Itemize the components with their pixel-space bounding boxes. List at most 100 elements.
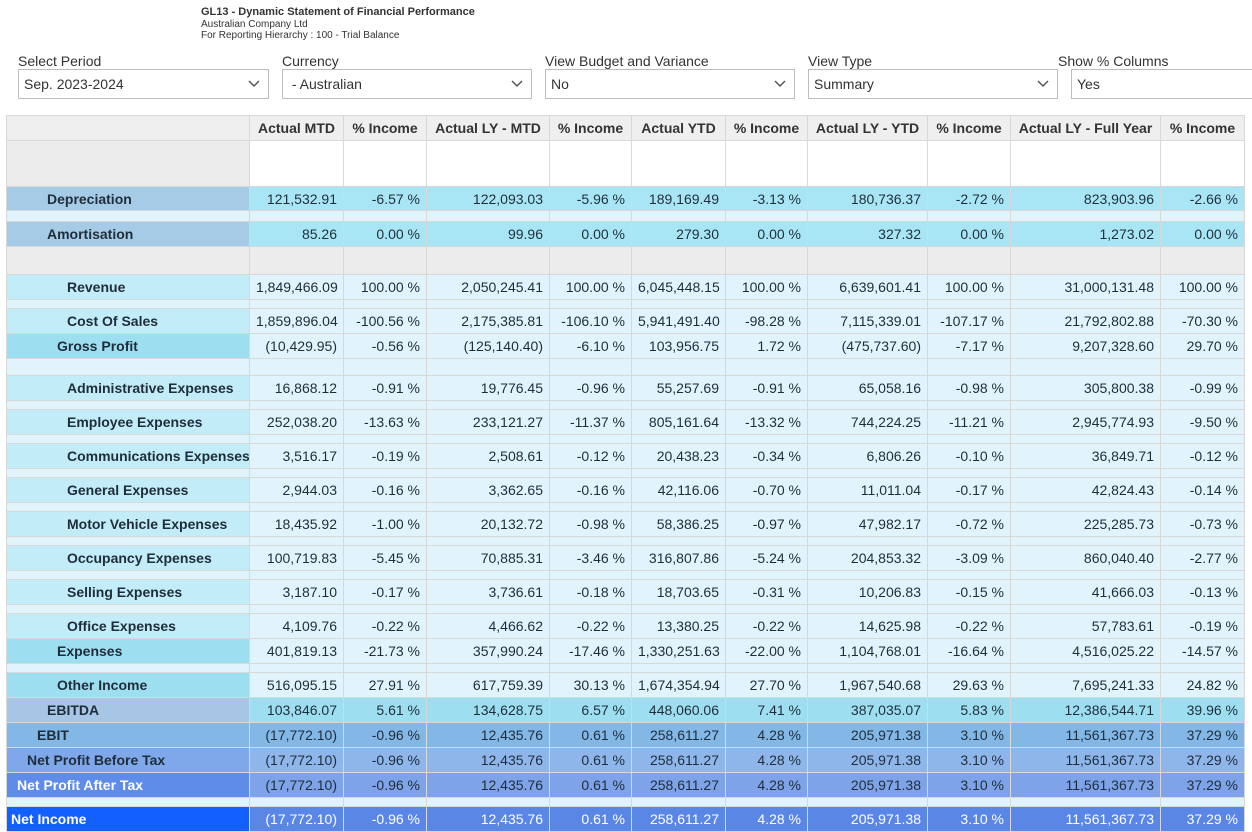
percent-cell — [927, 400, 1011, 410]
table-body: Depreciation 121,532.91 -6.57 % 122,093.03-… — [6, 140, 1245, 832]
column-header[interactable]: Actual LY - Full Year — [1010, 115, 1161, 141]
column-header[interactable]: % Income — [1160, 115, 1245, 141]
row-label: Motor Vehicle Expenses — [6, 511, 250, 537]
percent-cell: -9.50 % — [1160, 409, 1245, 435]
percent-cell: -0.12 % — [549, 443, 632, 469]
amount-cell: (17,772.10) — [249, 806, 344, 832]
percent-cell: -11.37 % — [549, 409, 632, 435]
chevron-down-icon[interactable] — [1037, 70, 1049, 88]
view-type-value: Summary — [814, 76, 874, 92]
amount-cell — [426, 299, 550, 309]
table-row: Employee Expenses 252,038.20 -13.63 % 233,1… — [6, 409, 1245, 435]
chevron-down-icon[interactable] — [248, 70, 260, 88]
amount-cell — [426, 604, 550, 614]
amount-cell: 258,611.27 — [631, 747, 726, 773]
percent-cell: -0.91 % — [725, 375, 808, 401]
percent-cell: 0.00 % — [549, 221, 632, 247]
amount-cell — [631, 210, 726, 222]
budget-select[interactable]: No — [545, 69, 795, 99]
chevron-down-icon[interactable] — [511, 70, 523, 88]
percent-columns-select[interactable]: Yes — [1071, 69, 1252, 99]
row-label — [6, 246, 250, 275]
percent-cell — [927, 434, 1011, 444]
percent-cell: 30.13 % — [549, 672, 632, 698]
amount-cell: (17,772.10) — [249, 772, 344, 798]
percent-cell — [1160, 570, 1245, 580]
amount-cell — [631, 299, 726, 309]
amount-cell: 516,095.15 — [249, 672, 344, 698]
table-row: Amortisation 85.26 0.00 % 99.96 0.00 % 279.30… — [6, 221, 1245, 247]
column-header[interactable]: Actual LY - MTD — [426, 115, 550, 141]
percent-cell — [549, 570, 632, 580]
amount-cell — [426, 358, 550, 376]
row-label: EBIT — [6, 722, 250, 748]
row-label: Amortisation — [6, 221, 250, 247]
percent-cell: 100.00 % — [1160, 274, 1245, 300]
view-type-select[interactable]: Summary — [808, 69, 1058, 99]
percent-cell — [549, 140, 632, 187]
amount-cell: (125,140.40) — [426, 333, 550, 359]
currency-select[interactable]: - Australian — [282, 69, 532, 99]
amount-cell — [249, 434, 344, 444]
column-header[interactable]: % Income — [725, 115, 808, 141]
percent-cell: -13.32 % — [725, 409, 808, 435]
table-row: General Expenses 2,944.03 -0.16 % 3,362.65-… — [6, 477, 1245, 503]
chevron-down-icon[interactable] — [774, 70, 786, 88]
column-header[interactable]: % Income — [343, 115, 427, 141]
percent-cell — [343, 502, 427, 512]
column-header[interactable] — [6, 115, 250, 141]
percent-cell: -0.98 % — [549, 511, 632, 537]
amount-cell: 3,736.61 — [426, 579, 550, 605]
amount-cell — [249, 663, 344, 673]
amount-cell: 11,011.04 — [807, 477, 928, 503]
percent-cell — [1160, 246, 1245, 275]
percent-cell — [549, 468, 632, 478]
percent-cell: -3.46 % — [549, 545, 632, 571]
row-label: Administrative Expenses — [6, 375, 250, 401]
amount-cell: 205,971.38 — [807, 806, 928, 832]
percent-cell: -7.17 % — [927, 333, 1011, 359]
percent-cell: 100.00 % — [725, 274, 808, 300]
amount-cell: 11,561,367.73 — [1010, 806, 1161, 832]
percent-cell — [1160, 210, 1245, 222]
percent-cell: 5.61 % — [343, 697, 427, 723]
percent-cell — [725, 663, 808, 673]
table-row: Expenses 401,819.13 -21.73 % 357,990.24 -17.… — [6, 638, 1245, 664]
percent-cell: -0.19 % — [1160, 613, 1245, 639]
percent-cell: -6.57 % — [343, 186, 427, 211]
budget-label: View Budget and Variance — [545, 53, 709, 69]
amount-cell: 401,819.13 — [249, 638, 344, 664]
percent-cell: 27.70 % — [725, 672, 808, 698]
column-header[interactable]: Actual MTD — [249, 115, 344, 141]
percent-cell: -21.73 % — [343, 638, 427, 664]
amount-cell — [426, 400, 550, 410]
amount-cell: 122,093.03 — [426, 186, 550, 211]
percent-cell — [927, 210, 1011, 222]
amount-cell: 14,625.98 — [807, 613, 928, 639]
column-header[interactable]: Actual LY - YTD — [807, 115, 928, 141]
percent-cell — [1160, 797, 1245, 807]
amount-cell: 823,903.96 — [1010, 186, 1161, 211]
percent-cell: 0.00 % — [725, 221, 808, 247]
amount-cell: 4,109.76 — [249, 613, 344, 639]
amount-cell: 9,207,328.60 — [1010, 333, 1161, 359]
percent-cell — [1160, 536, 1245, 546]
percent-cell: -70.30 % — [1160, 308, 1245, 334]
table-row: Communications Expenses 3,516.17 -0.19 % 2,… — [6, 443, 1245, 469]
percent-cell: -0.15 % — [927, 579, 1011, 605]
period-select[interactable]: Sep. 2023-2024 — [18, 69, 269, 99]
amount-cell: 10,206.83 — [807, 579, 928, 605]
amount-cell: 121,532.91 — [249, 186, 344, 211]
amount-cell: 42,824.43 — [1010, 477, 1161, 503]
percent-cell: 1.72 % — [725, 333, 808, 359]
column-header[interactable]: Actual YTD — [631, 115, 726, 141]
table-row: Cost Of Sales 1,859,896.04 -100.56 % 2,175,… — [6, 308, 1245, 334]
amount-cell — [631, 663, 726, 673]
amount-cell: 42,116.06 — [631, 477, 726, 503]
amount-cell: 233,121.27 — [426, 409, 550, 435]
percent-cell: -0.17 % — [927, 477, 1011, 503]
amount-cell — [631, 570, 726, 580]
amount-cell — [1010, 358, 1161, 376]
column-header[interactable]: % Income — [927, 115, 1011, 141]
column-header[interactable]: % Income — [549, 115, 632, 141]
